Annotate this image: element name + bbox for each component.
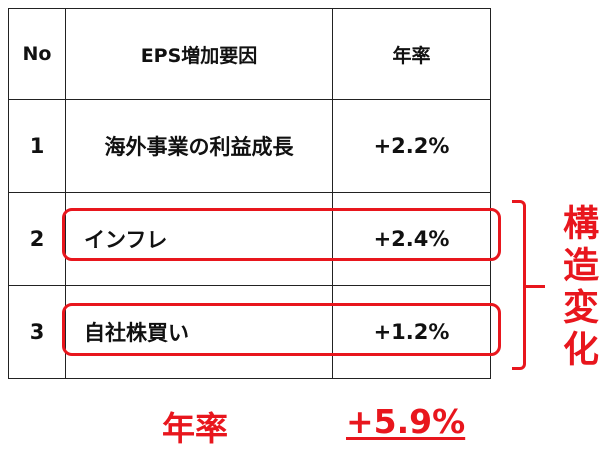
- row-no: 2: [8, 192, 66, 286]
- row-rate: +2.2%: [332, 99, 491, 193]
- row-factor: インフレ: [65, 192, 333, 286]
- bracket-tick: [526, 285, 545, 288]
- table-row: 3 自社株買い +1.2%: [8, 285, 491, 379]
- header-rate: 年率: [332, 8, 491, 100]
- table-header-row: No EPS増加要因 年率: [8, 8, 491, 100]
- row-rate: +1.2%: [332, 285, 491, 379]
- row-no: 3: [8, 285, 66, 379]
- header-no: No: [8, 8, 66, 100]
- total-label: 年率: [162, 409, 228, 448]
- row-rate: +2.4%: [332, 192, 491, 286]
- row-factor: 海外事業の利益成長: [65, 99, 333, 193]
- row-factor: 自社株買い: [65, 285, 333, 379]
- table-row: 1 海外事業の利益成長 +2.2%: [8, 99, 491, 193]
- header-factor: EPS増加要因: [65, 8, 333, 100]
- structural-change-label: 構造変化: [557, 204, 598, 372]
- bracket-icon: [512, 200, 526, 370]
- row-no: 1: [8, 99, 66, 193]
- total-value: +5.9%: [346, 402, 466, 441]
- eps-factor-table: No EPS増加要因 年率 1 海外事業の利益成長 +2.2% 2 インフレ +…: [8, 8, 491, 379]
- highlight-box-row-2: [62, 208, 501, 261]
- highlight-box-row-3: [62, 303, 501, 356]
- table-row: 2 インフレ +2.4%: [8, 192, 491, 286]
